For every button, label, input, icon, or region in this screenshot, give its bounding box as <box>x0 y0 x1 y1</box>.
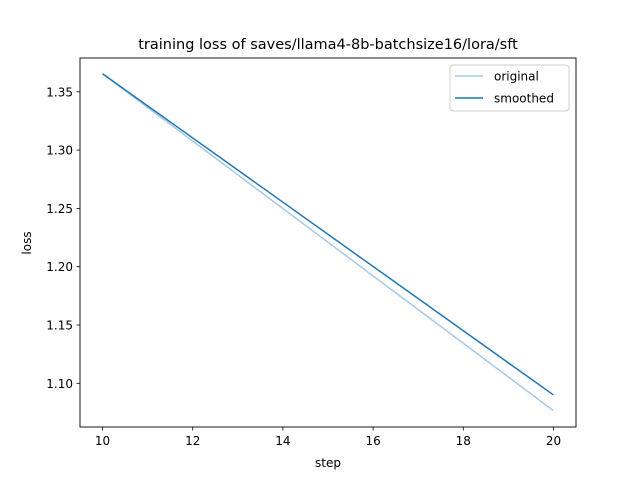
x-axis-label: step <box>315 456 341 470</box>
y-tick-label: 1.20 <box>46 260 73 274</box>
series-line-smoothed <box>102 73 554 396</box>
x-tick-label: 18 <box>456 434 471 448</box>
x-tick-label: 14 <box>275 434 290 448</box>
x-axis-ticks: 10 12 14 16 18 20 <box>95 427 561 448</box>
legend: original smoothed <box>449 64 570 112</box>
y-tick-label: 1.10 <box>46 377 73 391</box>
series-layer <box>102 73 554 412</box>
y-axis-ticks: 1.10 1.15 1.20 1.25 1.30 1.35 <box>46 85 80 391</box>
y-axis-label: loss <box>20 231 34 254</box>
legend-label-smoothed: smoothed <box>494 92 554 106</box>
y-tick-label: 1.30 <box>46 144 73 158</box>
x-tick-label: 20 <box>546 434 561 448</box>
legend-label-original: original <box>494 70 539 84</box>
series-line-original <box>102 73 554 412</box>
x-tick-label: 12 <box>185 434 200 448</box>
y-tick-label: 1.25 <box>46 202 73 216</box>
y-tick-label: 1.15 <box>46 318 73 332</box>
y-tick-label: 1.35 <box>46 85 73 99</box>
plot-frame <box>79 57 577 428</box>
x-tick-label: 16 <box>365 434 380 448</box>
x-tick-label: 10 <box>95 434 110 448</box>
chart-title: training loss of saves/llama4-8b-batchsi… <box>138 37 518 53</box>
